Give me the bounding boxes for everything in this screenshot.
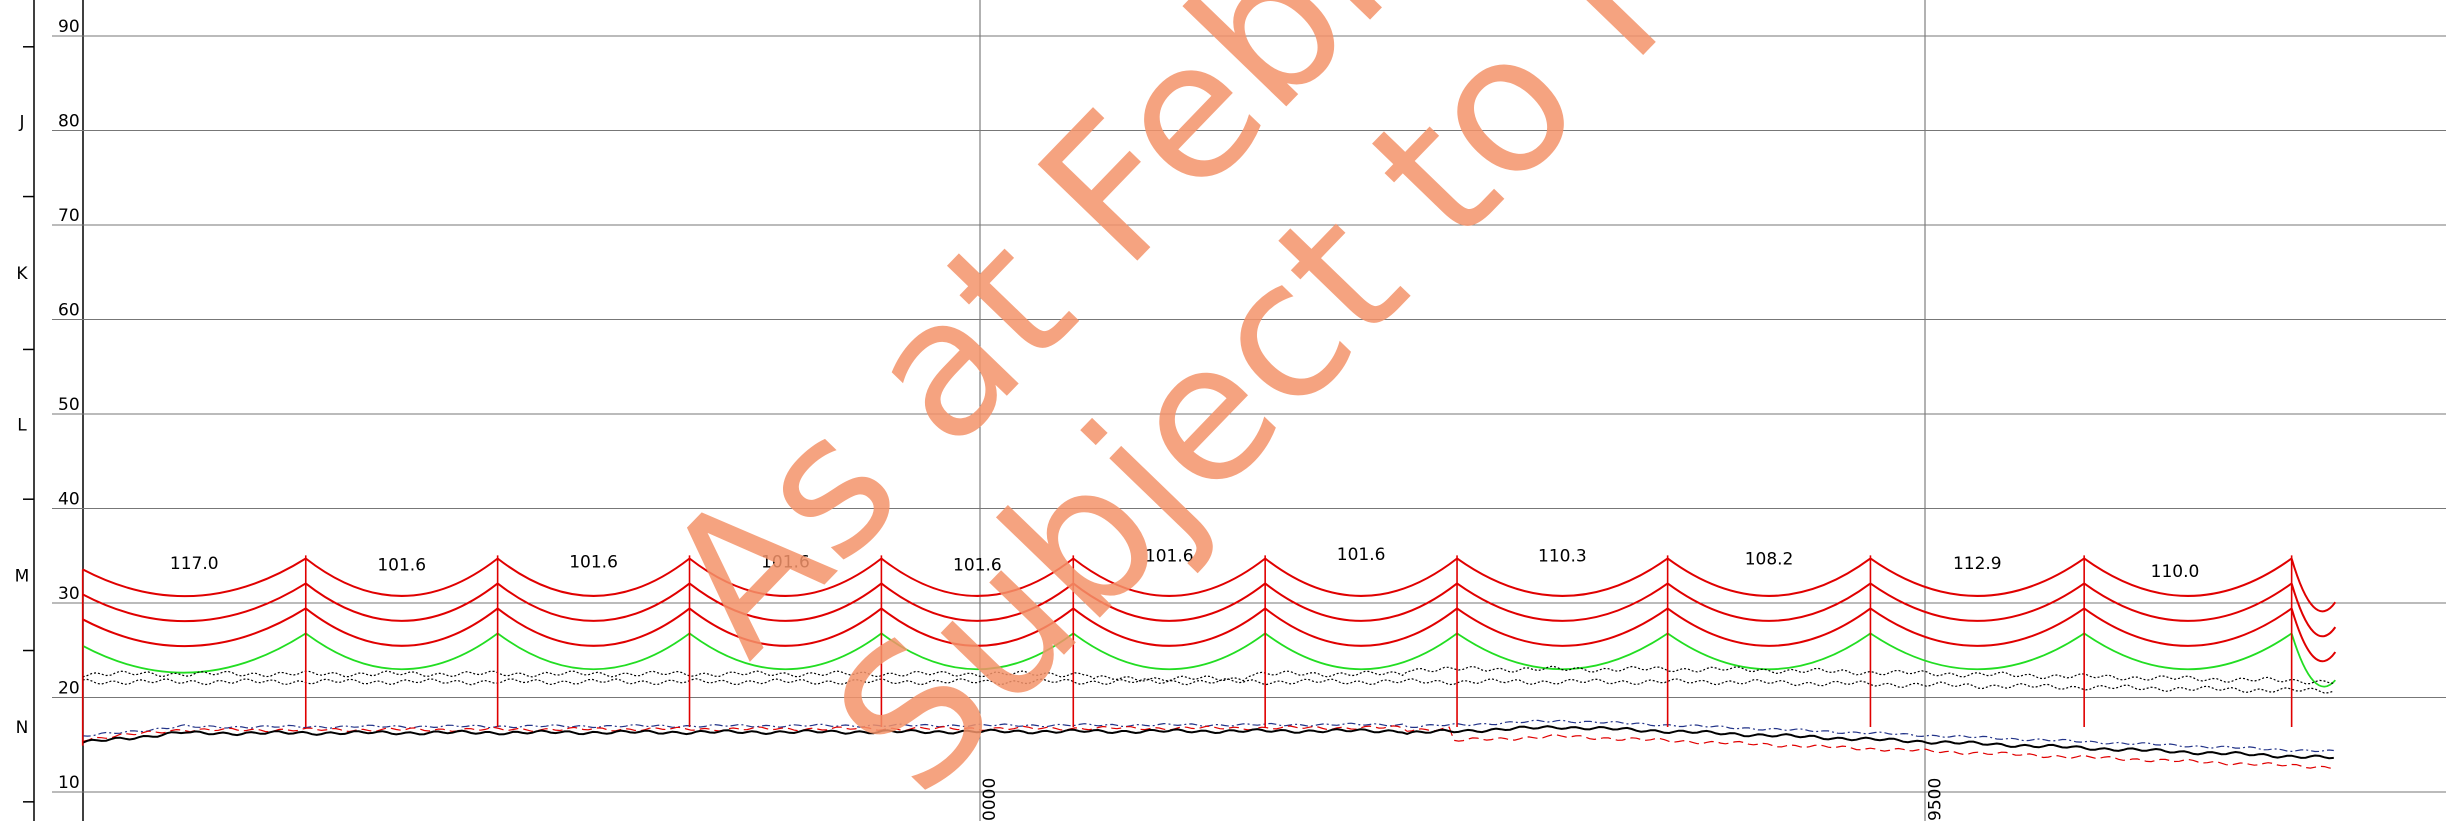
clearance-line <box>82 632 2336 688</box>
span-length: 110.0 <box>2151 562 2200 582</box>
y-tick-label: 80 <box>58 112 80 132</box>
zone-label: K <box>16 264 28 284</box>
zone-label: N <box>16 718 29 738</box>
span-length: 101.6 <box>569 553 618 573</box>
zone-label: L <box>17 415 27 435</box>
span-length: 101.6 <box>953 556 1002 576</box>
span-length: 101.6 <box>1145 546 1194 566</box>
span-length: 110.3 <box>1538 546 1587 566</box>
contact-wire <box>82 557 2337 613</box>
span-length: 117.0 <box>170 554 219 574</box>
contact-wire <box>82 607 2337 663</box>
chainage-label: 0000 <box>980 778 1000 821</box>
zone-label: M <box>15 567 30 587</box>
span-length: 112.9 <box>1953 554 2002 574</box>
span-length: 101.6 <box>377 556 426 576</box>
y-tick-label: 90 <box>58 17 80 37</box>
y-tick-label: 40 <box>58 490 80 510</box>
span-length: 101.6 <box>1337 545 1386 565</box>
upper-profile <box>82 678 2335 694</box>
chainage-label: 9500 <box>1925 778 1945 821</box>
zone-label: J <box>18 113 24 133</box>
y-tick-label: 30 <box>58 584 80 604</box>
y-tick-label: 70 <box>58 206 80 226</box>
ground-blue <box>82 719 2334 753</box>
span-length: 101.6 <box>761 553 810 573</box>
y-tick-label: 10 <box>58 773 80 793</box>
y-tick-label: 50 <box>58 395 80 415</box>
contact-wire <box>82 582 2337 638</box>
ground-line <box>82 725 2334 760</box>
y-tick-label: 20 <box>58 679 80 699</box>
upper-profile <box>82 665 2334 685</box>
y-tick-label: 60 <box>58 301 80 321</box>
span-length: 108.2 <box>1745 549 1794 569</box>
